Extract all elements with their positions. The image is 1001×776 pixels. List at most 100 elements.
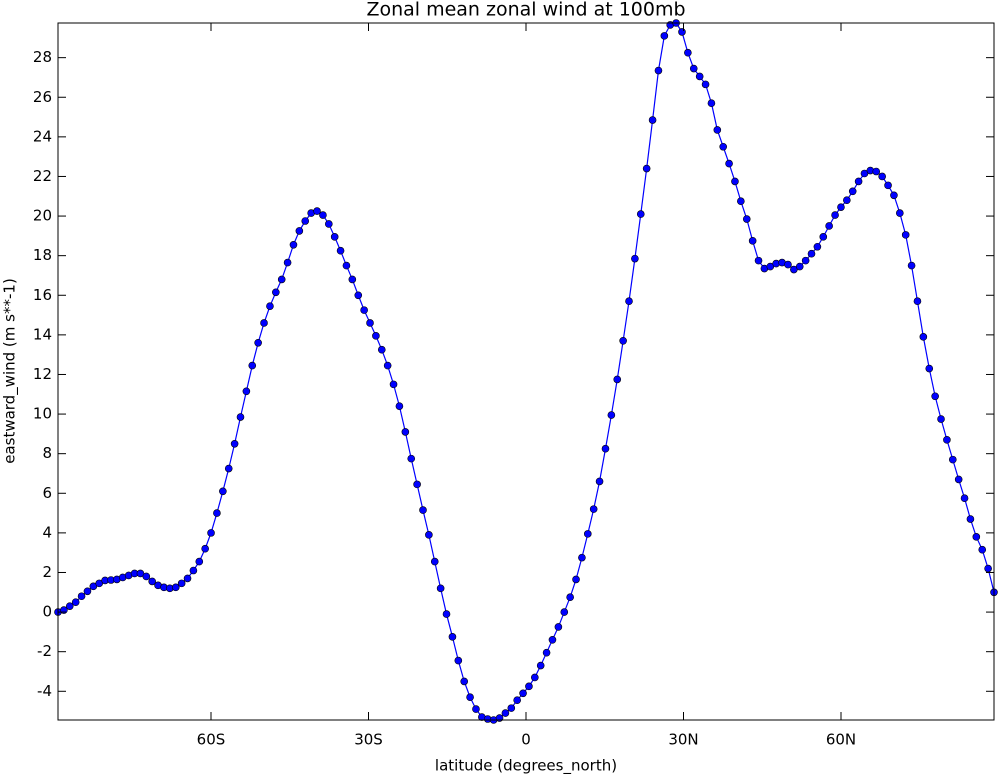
y-tick-label: -4 <box>37 682 52 700</box>
y-axis-label: eastward_wind (m s**-1) <box>1 278 20 464</box>
data-point <box>654 66 663 75</box>
data-point <box>678 28 686 36</box>
data-point <box>283 258 292 267</box>
x-tick-label: 60N <box>826 731 856 749</box>
data-point <box>224 464 233 473</box>
data-point <box>542 648 551 657</box>
data-point <box>330 233 339 241</box>
data-point <box>554 623 563 631</box>
data-point <box>65 602 74 610</box>
data-point <box>701 80 710 89</box>
data-point <box>360 306 368 314</box>
data-point <box>801 256 810 265</box>
data-point <box>613 375 622 384</box>
y-tick-label: 20 <box>33 207 52 225</box>
data-point <box>260 319 268 327</box>
y-tick-label: 12 <box>33 365 52 383</box>
y-tick-label: 24 <box>33 127 52 145</box>
data-point <box>448 633 457 641</box>
data-point <box>578 553 586 562</box>
plot-marks <box>54 19 998 724</box>
data-point <box>754 256 763 265</box>
data-point <box>460 677 469 686</box>
data-point <box>607 411 616 419</box>
data-point <box>625 297 633 306</box>
y-tick-label: 8 <box>42 444 52 462</box>
data-point <box>572 575 580 584</box>
y-tick-label: 18 <box>33 246 52 264</box>
x-tick-label: 0 <box>521 731 531 749</box>
y-tick-label: 26 <box>33 88 52 106</box>
data-point <box>907 261 916 270</box>
data-point <box>383 361 392 370</box>
data-point <box>189 566 198 575</box>
y-tick-label: 0 <box>42 603 52 621</box>
data-point <box>790 265 798 274</box>
data-point <box>136 569 145 578</box>
data-point <box>931 392 939 401</box>
data-point <box>619 337 627 345</box>
data-point <box>236 413 245 421</box>
data-point <box>954 475 963 484</box>
data-point <box>213 509 221 517</box>
data-point <box>943 436 951 444</box>
data-point <box>713 126 722 134</box>
data-point <box>589 505 598 513</box>
data-point <box>77 592 86 601</box>
data-point <box>748 237 757 245</box>
data-point <box>648 116 657 124</box>
data-point <box>872 167 881 176</box>
data-point <box>766 262 775 271</box>
data-point <box>525 682 533 691</box>
data-point <box>219 487 227 496</box>
data-point <box>389 380 398 389</box>
data-point <box>95 579 104 588</box>
data-point <box>843 196 851 205</box>
data-point <box>825 222 833 230</box>
x-tick-label: 60S <box>197 731 226 749</box>
data-point <box>583 530 592 538</box>
data-point <box>419 506 427 514</box>
data-point <box>183 574 192 583</box>
data-point <box>890 191 898 200</box>
data-point <box>289 240 298 249</box>
data-point <box>978 545 987 554</box>
data-point <box>531 673 539 682</box>
data-point <box>819 233 828 241</box>
x-axis-label: latitude (degrees_north) <box>435 757 617 776</box>
y-tick-label: 14 <box>33 325 52 343</box>
x-tick-label: 30N <box>668 731 698 749</box>
data-point <box>142 572 151 581</box>
data-point <box>719 142 727 151</box>
data-point <box>354 291 363 300</box>
data-point <box>313 207 321 215</box>
data-point <box>831 211 839 219</box>
data-point <box>513 696 521 704</box>
data-point <box>884 181 892 190</box>
data-point <box>71 598 80 606</box>
y-tick-label: 4 <box>42 523 52 541</box>
data-point <box>442 610 451 618</box>
data-point <box>254 338 262 347</box>
data-point <box>436 584 445 593</box>
data-point <box>413 480 421 489</box>
data-point <box>83 587 92 596</box>
data-point <box>248 361 257 370</box>
data-point <box>207 529 215 537</box>
data-point <box>689 64 698 73</box>
data-line <box>57 22 995 721</box>
data-point <box>430 557 439 566</box>
y-tick-label: 16 <box>33 286 52 304</box>
data-point <box>336 246 345 255</box>
data-point <box>319 211 327 219</box>
data-point <box>784 260 792 269</box>
data-point <box>601 444 610 453</box>
data-point <box>913 297 922 306</box>
x-tick-label: 30S <box>354 731 383 749</box>
chart-title: Zonal mean zonal wind at 100mb <box>366 0 685 21</box>
data-point <box>548 636 557 644</box>
y-tick-label: 2 <box>42 563 52 581</box>
data-point <box>595 477 604 486</box>
data-point <box>925 364 934 373</box>
